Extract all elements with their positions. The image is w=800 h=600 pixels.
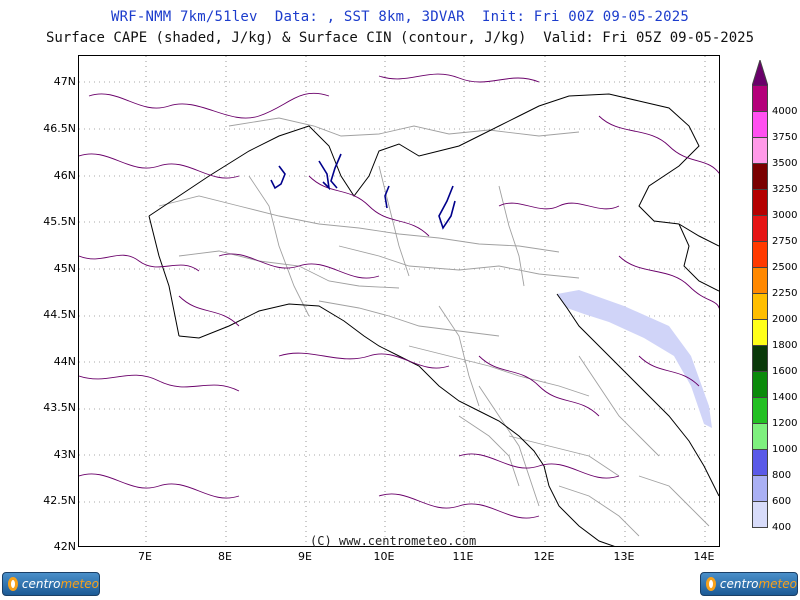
legend-tick-label: 1200 [772,418,798,429]
legend-swatch [752,242,768,268]
legend-tick-label: 3500 [772,158,798,169]
legend-swatch [752,450,768,476]
region-borders [158,117,710,537]
logo-ring-icon [8,577,18,591]
lat-label: 42.5N [43,494,76,507]
cape-shaded-area [557,290,712,428]
logo-right[interactable]: centro meteo [700,572,798,596]
lat-label: 44.5N [43,308,76,321]
legend-swatch [752,294,768,320]
lon-label: 7E [138,550,152,563]
legend-swatch [752,86,768,112]
legend-swatch [752,268,768,294]
legend-tick-label: 2500 [772,262,798,273]
lat-label: 45.5N [43,215,76,228]
legend-swatch [752,138,768,164]
legend-swatch [752,112,768,138]
map-svg [79,56,719,546]
legend-tick-label: 600 [772,496,792,507]
lat-label: 43N [53,448,76,461]
logo-text-2: meteo [758,577,797,591]
lat-label: 46.5N [43,122,76,135]
legend-tick-label: 2000 [772,314,798,325]
lat-label: 45N [53,262,76,275]
legend-swatch [752,424,768,450]
lat-label: 42N [53,540,76,553]
legend-tick-label: 4000 [772,106,798,117]
lat-label: 47N [53,75,76,88]
logo-text-1: centro [719,577,759,591]
lon-label: 12E [533,550,555,563]
legend-swatch [752,346,768,372]
legend-swatch [752,320,768,346]
lon-label: 8E [218,550,232,563]
copyright-text: (C) www.centrometeo.com [310,534,477,548]
lon-label: 9E [298,550,312,563]
lon-label: 10E [373,550,395,563]
legend-tick-label: 400 [772,522,792,533]
legend-swatch [752,398,768,424]
legend-tick-label: 2750 [772,236,798,247]
legend-tick-label: 1400 [772,392,798,403]
lon-label: 11E [452,550,474,563]
legend-swatch [752,190,768,216]
legend-tick-label: 1000 [772,444,798,455]
legend-tick-label: 2250 [772,288,798,299]
legend-swatch [752,502,768,528]
chart-title: WRF-NMM 7km/51lev Data: , SST 8km, 3DVAR… [110,9,690,25]
legend-tick-label: 800 [772,470,792,481]
map-panel[interactable] [78,55,720,547]
lakes [270,153,456,230]
lon-label: 14E [693,550,715,563]
cin-contours [79,73,719,519]
legend-swatch [752,372,768,398]
logo-text-1: centro [21,577,61,591]
logo-ring-icon [706,577,716,591]
lat-label: 43.5N [43,401,76,414]
lat-label: 46N [53,169,76,182]
legend-tick-label: 1600 [772,366,798,377]
legend-tick-label: 1800 [772,340,798,351]
legend-tick-label: 3250 [772,184,798,195]
legend-swatch [752,216,768,242]
legend-swatch [752,476,768,502]
lon-label: 13E [613,550,635,563]
legend-tick-label: 3000 [772,210,798,221]
legend-tick-label: 3750 [772,132,798,143]
legend-swatch [752,164,768,190]
logo-left[interactable]: centro meteo [2,572,100,596]
lat-label: 44N [53,355,76,368]
coastline [148,93,719,546]
logo-text-2: meteo [60,577,99,591]
chart-subtitle: Surface CAPE (shaded, J/kg) & Surface CI… [45,30,754,46]
